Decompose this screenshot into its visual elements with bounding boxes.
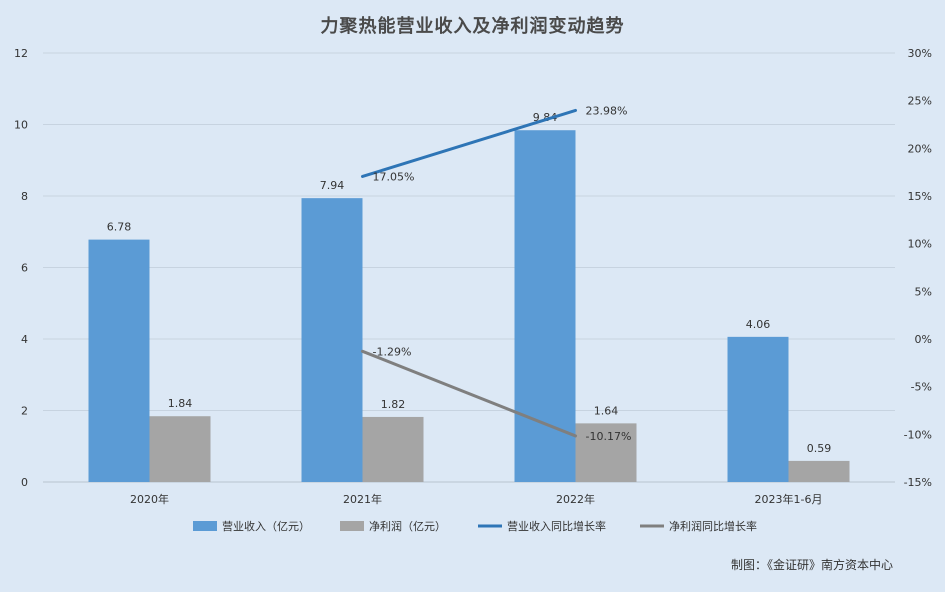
- line-data-label: 17.05%: [373, 170, 415, 183]
- y-tick-label: 8: [21, 190, 28, 203]
- revenue-bar: [727, 336, 789, 482]
- y2-tick-label: 10%: [908, 238, 932, 251]
- y2-tick-label: 25%: [908, 95, 932, 108]
- chart-credit: 制图：《金证研》南方资本中心: [730, 558, 893, 572]
- legend-label: 净利润同比增长率: [669, 519, 757, 533]
- y-tick-label: 10: [14, 119, 28, 132]
- revenue-bar: [514, 130, 576, 482]
- y2-tick-label: 5%: [915, 285, 932, 298]
- line-data-label: 23.98%: [586, 104, 628, 117]
- revenue-bar: [301, 198, 363, 482]
- x-tick-label: 2020年: [130, 492, 169, 506]
- y-tick-label: 0: [21, 476, 28, 489]
- bar-data-label: 6.78: [107, 221, 132, 234]
- legend-label: 净利润（亿元）: [369, 519, 446, 533]
- bar-data-label: 4.06: [746, 318, 771, 331]
- y-tick-label: 12: [14, 47, 28, 60]
- legend-swatch: [193, 521, 217, 531]
- y2-tick-label: -15%: [904, 476, 932, 489]
- y2-tick-label: 20%: [908, 142, 932, 155]
- bar-data-label: 1.84: [168, 397, 193, 410]
- legend-label: 营业收入同比增长率: [507, 519, 606, 533]
- y2-tick-label: 15%: [908, 190, 932, 203]
- profit-growth-line: [361, 349, 577, 438]
- y-tick-label: 4: [21, 333, 28, 346]
- revenue-growth-line: [361, 108, 577, 178]
- y2-tick-label: 0%: [915, 333, 932, 346]
- y-tick-label: 6: [21, 262, 28, 275]
- chart-title: 力聚热能营业收入及净利润变动趋势: [320, 16, 625, 37]
- bar-data-label: 7.94: [320, 179, 345, 192]
- x-tick-label: 2021年: [343, 492, 382, 506]
- x-tick-label: 2022年: [556, 492, 595, 506]
- legend-swatch: [340, 521, 364, 531]
- profit-bar: [575, 423, 637, 482]
- bar-data-label: 1.82: [381, 398, 406, 411]
- line-data-label: -1.29%: [373, 345, 412, 358]
- bar-data-label: 1.64: [594, 404, 619, 417]
- profit-bar: [788, 460, 850, 482]
- y2-tick-label: -10%: [904, 428, 932, 441]
- x-tick-label: 2023年1-6月: [755, 492, 823, 506]
- profit-bar: [149, 416, 211, 482]
- y2-tick-label: -5%: [911, 381, 932, 394]
- y2-tick-label: 30%: [908, 47, 932, 60]
- y-tick-label: 2: [21, 405, 28, 418]
- line-data-label: -10.17%: [586, 430, 632, 443]
- legend-label: 营业收入（亿元）: [222, 519, 310, 533]
- bar-data-label: 0.59: [807, 442, 832, 455]
- profit-bar: [362, 416, 424, 482]
- revenue-bar: [88, 239, 150, 482]
